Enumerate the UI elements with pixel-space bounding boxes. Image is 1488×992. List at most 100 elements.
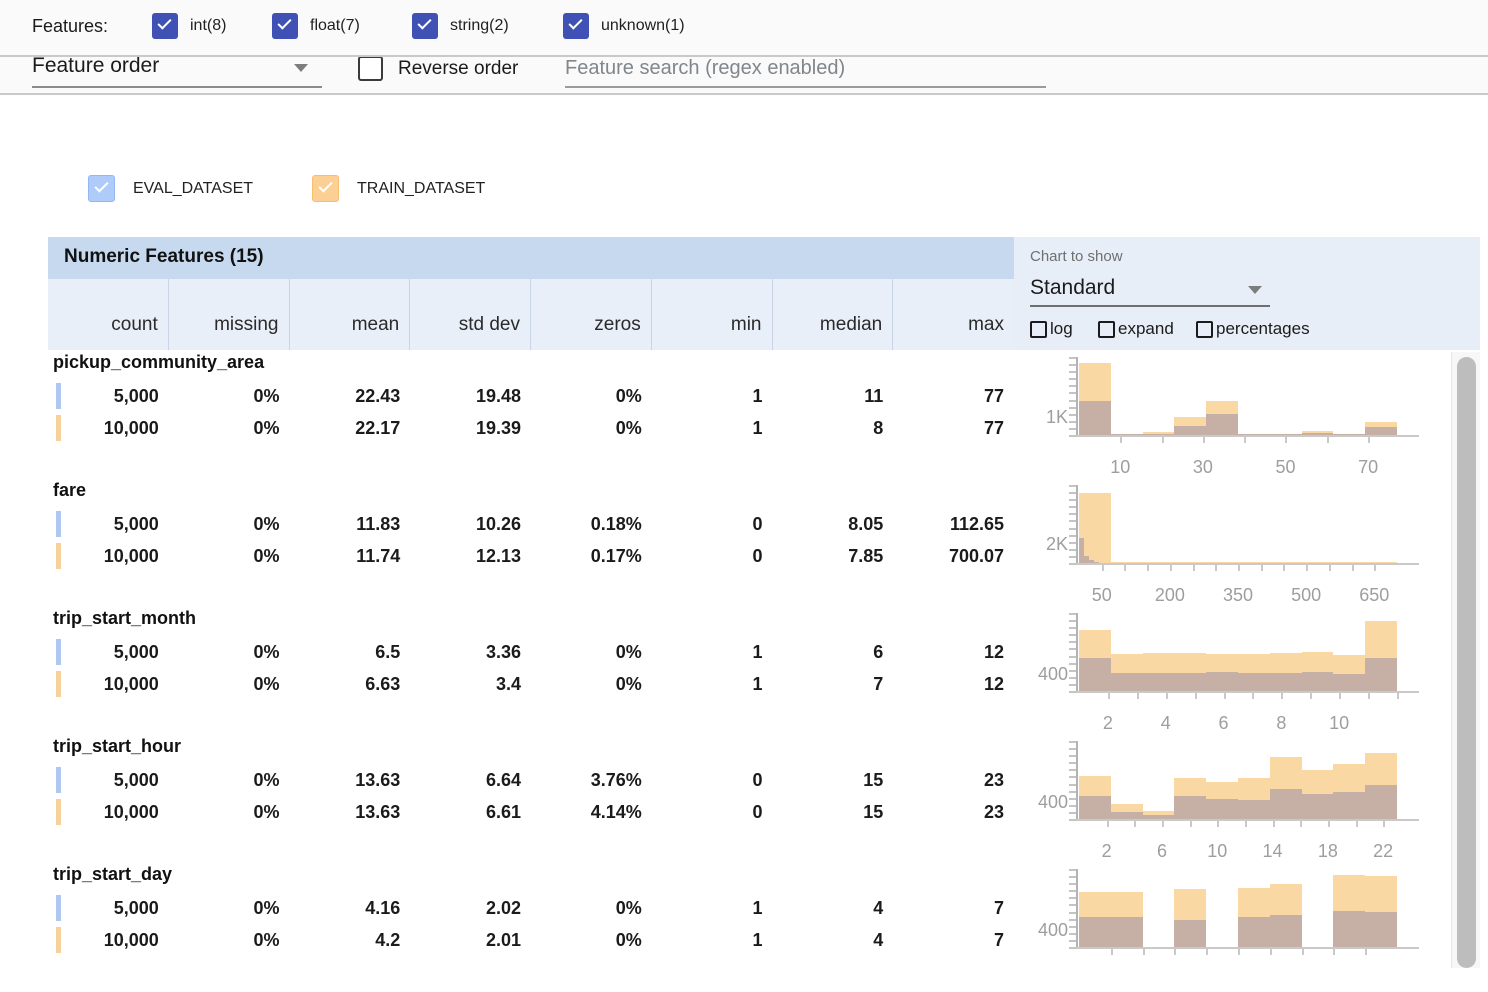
vertical-scrollbar-thumb[interactable] bbox=[1457, 357, 1476, 968]
stat-cell-zeros: 0.18% bbox=[531, 508, 652, 540]
dataset-color-chip bbox=[56, 383, 61, 409]
feature-block: fare5,0000%11.8310.260.18%08.05112.6510,… bbox=[48, 480, 1014, 608]
stat-cell-std-dev: 3.36 bbox=[410, 636, 531, 668]
histogram-bar-eval-overlap bbox=[1079, 658, 1111, 691]
histogram-bar-eval-overlap bbox=[1174, 426, 1206, 435]
x-axis-tick-label: 350 bbox=[1223, 585, 1253, 606]
y-axis-tick bbox=[1069, 421, 1076, 423]
vertical-scrollbar-track[interactable] bbox=[1451, 352, 1480, 968]
dataset-checkbox-icon[interactable] bbox=[312, 175, 339, 202]
reverse-order-label: Reverse order bbox=[398, 58, 518, 80]
y-axis-tick bbox=[1069, 926, 1076, 928]
y-axis-tick bbox=[1069, 897, 1076, 899]
x-axis-tick bbox=[1333, 947, 1335, 955]
feature-type-checkbox-item[interactable]: string(2) bbox=[412, 13, 509, 39]
stat-cell-missing: 0% bbox=[169, 412, 290, 444]
dataset-checkbox-icon[interactable] bbox=[88, 175, 115, 202]
histogram-bar-eval-overlap bbox=[1333, 792, 1365, 819]
feature-type-checkbox-item[interactable]: float(7) bbox=[272, 13, 360, 39]
y-axis-tick bbox=[1069, 641, 1076, 643]
checkbox-checked-icon[interactable] bbox=[412, 13, 438, 39]
stat-cell-std-dev: 2.01 bbox=[410, 924, 531, 956]
y-axis-tick bbox=[1069, 627, 1076, 629]
histogram-bar-eval-overlap bbox=[1365, 658, 1397, 691]
stat-cell-missing: 0% bbox=[169, 796, 290, 828]
feature-name: trip_start_day bbox=[53, 864, 172, 885]
stat-cell-zeros: 3.76% bbox=[531, 764, 652, 796]
stat-cell-min: 0 bbox=[652, 508, 773, 540]
histogram-bar-eval-overlap bbox=[1333, 911, 1365, 947]
stat-cell-median: 4 bbox=[773, 924, 894, 956]
chart-controls-panel: Chart to show Standard logexpandpercenta… bbox=[1014, 237, 1480, 350]
y-axis-tick bbox=[1069, 364, 1076, 366]
table-row: 10,0000%13.636.614.14%01523 bbox=[48, 796, 1014, 828]
column-header-zeros: zeros bbox=[531, 279, 652, 350]
y-axis-tick bbox=[1069, 620, 1076, 622]
x-axis-tick-label: 30 bbox=[1193, 457, 1213, 478]
x-axis-tick bbox=[1174, 947, 1176, 955]
dataset-checkbox-item[interactable]: EVAL_DATASET bbox=[88, 175, 253, 202]
x-axis-tick-label: 50 bbox=[1275, 457, 1295, 478]
reverse-order-checkbox[interactable] bbox=[358, 56, 383, 81]
chart-type-dropdown[interactable]: Standard bbox=[1030, 273, 1270, 307]
x-axis-tick bbox=[1143, 947, 1145, 955]
chart-option-checkbox-item[interactable]: log bbox=[1030, 319, 1073, 339]
stat-cell-max: 23 bbox=[893, 764, 1014, 796]
stat-cell-count: 5,000 bbox=[48, 892, 169, 924]
y-axis-tick bbox=[1069, 741, 1076, 743]
stat-cell-max: 12 bbox=[893, 668, 1014, 700]
y-axis-tick bbox=[1069, 656, 1076, 658]
x-axis-tick-label: 14 bbox=[1263, 841, 1283, 862]
y-axis-label: 1K bbox=[1028, 407, 1068, 428]
stat-cell-median: 11 bbox=[773, 380, 894, 412]
dataset-checkbox-item[interactable]: TRAIN_DATASET bbox=[312, 175, 485, 202]
feature-type-checkbox-item[interactable]: unknown(1) bbox=[563, 13, 685, 39]
column-header-min: min bbox=[652, 279, 773, 350]
x-axis-tick bbox=[1352, 563, 1354, 571]
x-axis-tick bbox=[1273, 819, 1275, 827]
expand-checkbox[interactable] bbox=[1098, 321, 1115, 338]
checkbox-checked-icon[interactable] bbox=[272, 13, 298, 39]
feature-type-checkbox-item[interactable]: int(8) bbox=[152, 13, 226, 39]
stat-cell-mean: 22.43 bbox=[290, 380, 411, 412]
x-axis-line bbox=[1076, 563, 1419, 565]
stat-cell-missing: 0% bbox=[169, 540, 290, 572]
stat-cell-min: 1 bbox=[652, 668, 773, 700]
y-axis-tick bbox=[1069, 677, 1076, 679]
y-axis-tick bbox=[1069, 535, 1076, 537]
chart-option-checkbox-item[interactable]: expand bbox=[1098, 319, 1174, 339]
y-axis-tick bbox=[1069, 784, 1076, 786]
x-axis-tick bbox=[1329, 563, 1331, 571]
feature-type-label: unknown(1) bbox=[601, 17, 685, 35]
y-axis-tick bbox=[1069, 378, 1076, 380]
y-axis-tick bbox=[1069, 613, 1076, 615]
stat-cell-zeros: 4.14% bbox=[531, 796, 652, 828]
y-axis-tick bbox=[1069, 904, 1076, 906]
x-axis-tick bbox=[1102, 563, 1104, 571]
histogram-bar-eval-overlap bbox=[1302, 794, 1334, 819]
x-axis-tick-label: 2 bbox=[1102, 841, 1112, 862]
stat-cell-zeros: 0.17% bbox=[531, 540, 652, 572]
checkbox-checked-icon[interactable] bbox=[563, 13, 589, 39]
column-header-max: max bbox=[893, 279, 1014, 350]
feature-block: trip_start_hour5,0000%13.636.643.76%0152… bbox=[48, 736, 1014, 864]
stats-column-header: countmissingmeanstd devzerosminmedianmax bbox=[48, 279, 1014, 350]
sort-by-value: Feature order bbox=[32, 54, 159, 77]
stat-cell-std-dev: 6.61 bbox=[410, 796, 531, 828]
y-axis-tick bbox=[1069, 392, 1076, 394]
y-axis-tick bbox=[1069, 755, 1076, 757]
dataset-color-chip bbox=[56, 927, 61, 953]
x-axis-tick bbox=[1356, 819, 1358, 827]
y-axis-tick bbox=[1069, 940, 1076, 942]
y-axis-tick bbox=[1069, 769, 1076, 771]
stat-cell-median: 8 bbox=[773, 412, 894, 444]
chart-option-checkbox-item[interactable]: percentages bbox=[1196, 319, 1310, 339]
y-axis-tick bbox=[1069, 634, 1076, 636]
checkbox-checked-icon[interactable] bbox=[152, 13, 178, 39]
log-checkbox[interactable] bbox=[1030, 321, 1047, 338]
x-axis-tick bbox=[1300, 819, 1302, 827]
x-axis-tick bbox=[1339, 691, 1341, 699]
percentages-checkbox[interactable] bbox=[1196, 321, 1213, 338]
x-axis-tick bbox=[1111, 947, 1113, 955]
y-axis-label: 400 bbox=[1028, 792, 1068, 813]
